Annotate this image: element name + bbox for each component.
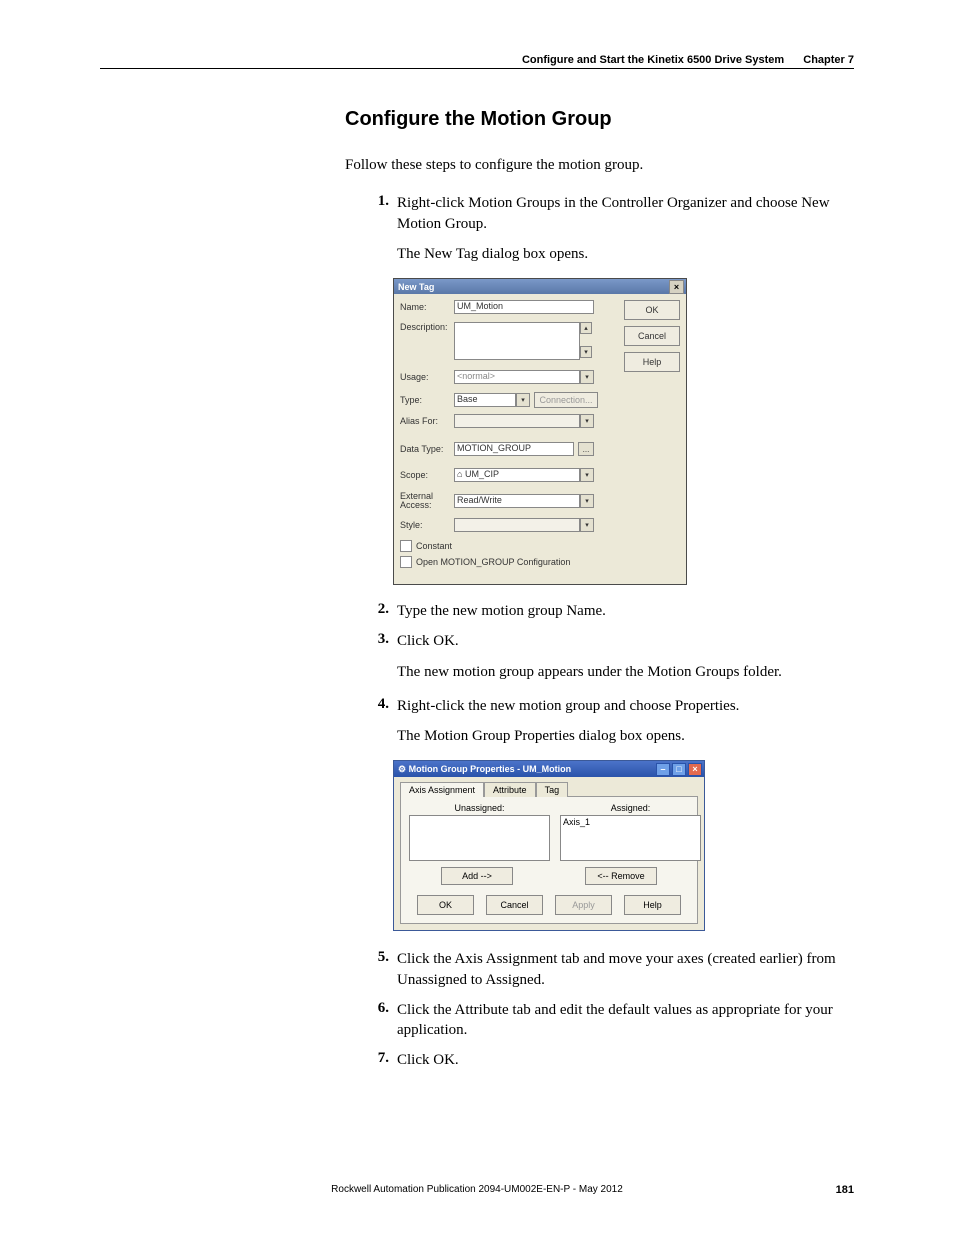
alias-select[interactable] (454, 414, 580, 428)
chevron-down-icon[interactable]: ▾ (516, 393, 530, 407)
datatype-input[interactable]: MOTION_GROUP (454, 442, 574, 456)
style-label: Style: (400, 520, 454, 530)
step-2: 2. Type the new motion group Name. (345, 601, 855, 621)
add-button[interactable]: Add --> (441, 867, 513, 885)
cancel-button[interactable]: Cancel (624, 326, 680, 346)
step-text: Click the Attribute tab and edit the def… (397, 1000, 855, 1041)
name-label: Name: (400, 302, 454, 312)
unassigned-listbox[interactable] (409, 815, 550, 861)
step-text: Right-click the new motion group and cho… (397, 696, 855, 716)
scope-select[interactable]: ⌂ UM_CIP (454, 468, 580, 482)
constant-checkbox[interactable] (400, 540, 412, 552)
assigned-listbox[interactable]: Axis_1 (560, 815, 701, 861)
cancel-button[interactable]: Cancel (486, 895, 543, 915)
step-number: 1. (345, 193, 397, 234)
step-number: 7. (345, 1050, 397, 1070)
apply-button[interactable]: Apply (555, 895, 612, 915)
maximize-icon[interactable]: □ (672, 763, 686, 776)
tab-attribute[interactable]: Attribute (484, 782, 536, 797)
scroll-up-icon[interactable]: ▴ (580, 322, 592, 334)
step-number: 2. (345, 601, 397, 621)
step-4: 4. Right-click the new motion group and … (345, 696, 855, 716)
page-number: 181 (836, 1184, 854, 1196)
usage-select[interactable]: <normal> (454, 370, 580, 384)
step-number: 5. (345, 949, 397, 990)
help-button[interactable]: Help (624, 352, 680, 372)
help-button[interactable]: Help (624, 895, 681, 915)
type-label: Type: (400, 395, 454, 405)
tab-axis-assignment[interactable]: Axis Assignment (400, 782, 484, 797)
page-footer: Rockwell Automation Publication 2094-UM0… (100, 1184, 854, 1195)
step-number: 3. (345, 631, 397, 651)
type-select[interactable]: Base (454, 393, 516, 407)
step-number: 6. (345, 1000, 397, 1041)
description-input[interactable] (454, 322, 580, 360)
assigned-label: Assigned: (560, 803, 701, 813)
header-section: Configure and Start the Kinetix 6500 Dri… (522, 54, 784, 66)
dialog-title: New Tag (398, 282, 434, 292)
step-1-note: The New Tag dialog box opens. (397, 244, 855, 264)
page-header: Configure and Start the Kinetix 6500 Dri… (100, 54, 854, 69)
content-body: Configure the Motion Group Follow these … (345, 108, 855, 1081)
constant-label: Constant (416, 541, 452, 551)
controller-icon: ⌂ (457, 469, 462, 479)
step-text: Click OK. (397, 1050, 855, 1070)
datatype-label: Data Type: (400, 444, 454, 454)
ok-button[interactable]: OK (624, 300, 680, 320)
section-heading: Configure the Motion Group (345, 108, 855, 131)
chevron-down-icon[interactable]: ▾ (580, 414, 594, 428)
header-chapter: Chapter 7 (803, 54, 854, 66)
dialog-titlebar[interactable]: New Tag × (394, 279, 686, 294)
open-config-label: Open MOTION_GROUP Configuration (416, 557, 570, 567)
motion-group-properties-dialog: ⚙ Motion Group Properties - UM_Motion – … (393, 760, 705, 931)
step-text: Type the new motion group Name. (397, 601, 855, 621)
remove-button[interactable]: <-- Remove (585, 867, 657, 885)
unassigned-label: Unassigned: (409, 803, 550, 813)
browse-button[interactable]: ... (578, 442, 594, 456)
list-item[interactable]: Axis_1 (563, 817, 698, 827)
scope-value: UM_CIP (465, 469, 499, 479)
step-3: 3. Click OK. (345, 631, 855, 651)
description-label: Description: (400, 322, 454, 332)
app-icon: ⚙ (398, 764, 406, 774)
step-4-note: The Motion Group Properties dialog box o… (397, 726, 855, 746)
external-access-select[interactable]: Read/Write (454, 494, 580, 508)
open-config-checkbox[interactable] (400, 556, 412, 568)
step-3-note: The new motion group appears under the M… (397, 662, 855, 682)
step-7: 7. Click OK. (345, 1050, 855, 1070)
scope-label: Scope: (400, 470, 454, 480)
scroll-down-icon[interactable]: ▾ (580, 346, 592, 358)
style-select[interactable] (454, 518, 580, 532)
usage-label: Usage: (400, 372, 454, 382)
name-input[interactable]: UM_Motion (454, 300, 594, 314)
intro-paragraph: Follow these steps to configure the moti… (345, 155, 855, 175)
chevron-down-icon[interactable]: ▾ (580, 518, 594, 532)
close-icon[interactable]: × (688, 763, 702, 776)
ok-button[interactable]: OK (417, 895, 474, 915)
close-icon[interactable]: × (669, 280, 684, 294)
external-access-label: External Access: (400, 492, 454, 510)
tab-panel: Unassigned: Assigned: Axis_1 Add --> <--… (400, 796, 698, 924)
chevron-down-icon[interactable]: ▾ (580, 494, 594, 508)
chevron-down-icon[interactable]: ▾ (580, 370, 594, 384)
new-tag-dialog: New Tag × OK Cancel Help Name: UM_Motion… (393, 278, 687, 585)
chevron-down-icon[interactable]: ▾ (580, 468, 594, 482)
publication-info: Rockwell Automation Publication 2094-UM0… (331, 1184, 623, 1195)
step-6: 6. Click the Attribute tab and edit the … (345, 1000, 855, 1041)
step-text: Click the Axis Assignment tab and move y… (397, 949, 855, 990)
tab-tag[interactable]: Tag (536, 782, 569, 797)
step-1: 1. Right-click Motion Groups in the Cont… (345, 193, 855, 234)
step-text: Right-click Motion Groups in the Control… (397, 193, 855, 234)
step-text: Click OK. (397, 631, 855, 651)
minimize-icon[interactable]: – (656, 763, 670, 776)
step-number: 4. (345, 696, 397, 716)
dialog-titlebar[interactable]: ⚙ Motion Group Properties - UM_Motion – … (394, 761, 704, 777)
step-5: 5. Click the Axis Assignment tab and mov… (345, 949, 855, 990)
alias-label: Alias For: (400, 416, 454, 426)
connection-button[interactable]: Connection... (534, 392, 598, 408)
dialog-title: Motion Group Properties - UM_Motion (409, 764, 572, 774)
